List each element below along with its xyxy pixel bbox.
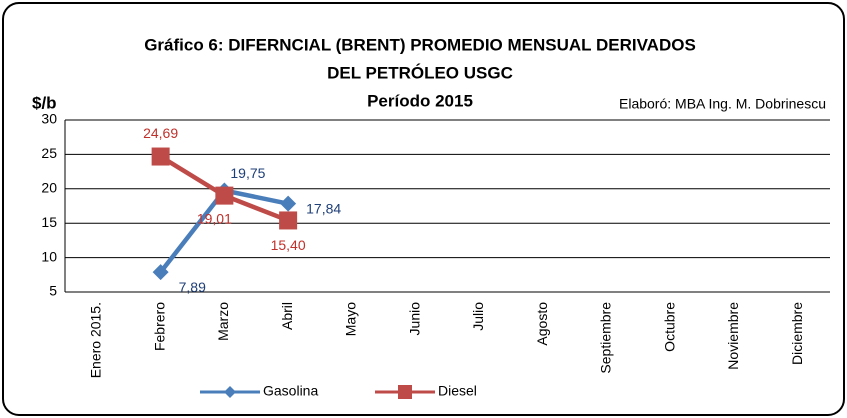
marker	[280, 195, 297, 212]
marker	[215, 186, 234, 205]
x-tick-label: Febrero	[151, 302, 167, 351]
marker	[151, 147, 170, 166]
data-label: 19,75	[230, 165, 265, 181]
y-tick-label: 10	[41, 248, 57, 264]
x-tick-label: Mayo	[343, 302, 359, 336]
data-label: 15,40	[271, 237, 306, 253]
y-tick-label: 5	[49, 283, 57, 299]
legend-marker	[398, 385, 412, 399]
x-tick-label: Septiembre	[598, 302, 614, 374]
marker	[152, 264, 169, 281]
x-tick-label: Julio	[470, 302, 486, 331]
chart-title-line2: DEL PETRÓLEO USGC	[327, 63, 513, 82]
chart-title: Gráfico 6: DIFERNCIAL (BRENT) PROMEDIO M…	[144, 35, 696, 54]
y-tick-label: 25	[41, 145, 57, 161]
x-tick-label: Noviembre	[725, 302, 741, 370]
x-tick-label: Marzo	[215, 302, 231, 341]
data-label: 7,89	[179, 279, 206, 295]
y-tick-label: 30	[41, 111, 57, 127]
y-tick-label: 20	[41, 180, 57, 196]
x-tick-label: Octubre	[661, 302, 677, 352]
chart-subtitle: Período 2015	[367, 91, 473, 110]
marker	[279, 211, 298, 230]
legend-label: Diesel	[438, 383, 477, 399]
annotation: Elaboró: MBA Ing. M. Dobrinescu	[619, 96, 826, 112]
x-tick-label: Diciembre	[789, 302, 805, 365]
data-label: 19,01	[197, 210, 232, 226]
y-tick-label: 15	[41, 214, 57, 230]
data-label: 24,69	[143, 125, 178, 141]
x-tick-label: Enero 2015.	[88, 302, 104, 378]
y-axis-label: $/b	[32, 93, 57, 112]
x-tick-label: Junio	[406, 302, 422, 336]
legend-label: Gasolina	[263, 383, 318, 399]
legend-marker	[224, 386, 236, 398]
x-tick-label: Agosto	[534, 302, 550, 346]
data-label: 17,84	[306, 200, 341, 216]
x-tick-label: Abril	[279, 302, 295, 330]
